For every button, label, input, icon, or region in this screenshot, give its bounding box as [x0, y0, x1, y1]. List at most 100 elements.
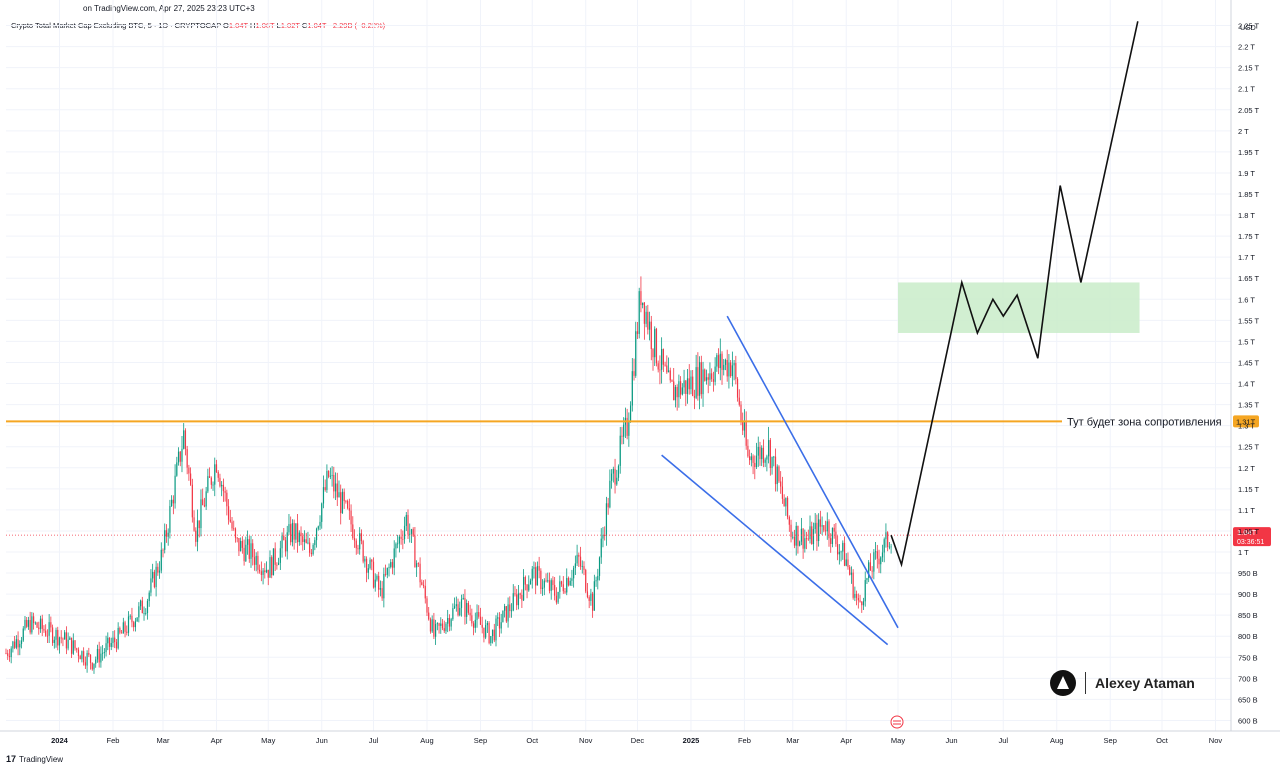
- candle-body: [62, 638, 64, 640]
- candle-body: [692, 376, 694, 397]
- candle-body: [540, 570, 542, 589]
- candle-body: [830, 538, 832, 544]
- candle-body: [374, 579, 376, 588]
- candle-body: [357, 548, 359, 550]
- candle-body: [773, 456, 775, 458]
- candle-body: [519, 593, 521, 595]
- candle-body: [840, 551, 842, 553]
- x-tick-label: Aug: [1050, 736, 1063, 745]
- candle-body: [447, 617, 449, 624]
- candle-body: [712, 379, 714, 382]
- candle-body: [157, 566, 159, 573]
- candle-body: [428, 612, 430, 620]
- candle-body: [152, 571, 154, 579]
- y-tick-label: 1.2 T: [1238, 464, 1255, 473]
- candle-body: [402, 538, 404, 540]
- candle-body: [567, 578, 570, 586]
- candle-body: [224, 491, 226, 493]
- candle-body: [60, 637, 62, 639]
- candle-body: [769, 440, 771, 469]
- last-price-value: 1.04T: [1237, 528, 1257, 537]
- candle-body: [621, 435, 623, 437]
- x-tick-label: 2024: [51, 736, 69, 745]
- candle-body: [88, 652, 90, 655]
- candle-body: [774, 456, 777, 485]
- candle-body: [536, 566, 539, 586]
- candle-body: [845, 559, 847, 566]
- candle-body: [819, 519, 821, 527]
- candle-body: [148, 592, 150, 601]
- candle-body: [291, 523, 294, 543]
- candle-body: [196, 520, 199, 542]
- candle-body: [284, 540, 287, 552]
- candle-body: [65, 632, 67, 649]
- candle-body: [126, 631, 128, 633]
- candle-body: [887, 532, 889, 547]
- candle-body: [19, 643, 21, 648]
- candle-body: [29, 620, 31, 633]
- candle-body: [547, 580, 549, 582]
- candle-body: [479, 616, 482, 625]
- candle-body: [505, 606, 507, 622]
- candle-body: [231, 521, 233, 529]
- y-tick-label: 750 B: [1238, 653, 1258, 662]
- x-tick-label: Jun: [945, 736, 957, 745]
- candle-body: [740, 404, 742, 421]
- candle-body: [643, 302, 645, 324]
- candle-body: [607, 503, 609, 508]
- x-tick-label: May: [891, 736, 905, 745]
- candle-body: [36, 622, 38, 628]
- candle-body: [324, 487, 326, 490]
- candle-body: [195, 530, 197, 542]
- candle-body: [443, 628, 445, 632]
- candle-body: [528, 584, 530, 591]
- candle-body: [502, 610, 504, 623]
- candle-body: [550, 580, 552, 591]
- candle-body: [762, 447, 765, 463]
- candle-body: [305, 539, 307, 544]
- candle-body: [372, 561, 375, 588]
- candle-body: [498, 617, 501, 629]
- candle-body: [252, 543, 254, 558]
- candle-body: [866, 578, 868, 581]
- candle-body: [134, 621, 137, 628]
- candle-body: [433, 619, 435, 637]
- candle-body: [702, 369, 704, 395]
- candle-body: [726, 359, 728, 377]
- candle-body: [545, 580, 547, 582]
- candle-body: [138, 606, 140, 618]
- candle-body: [854, 593, 856, 598]
- candle-body: [871, 570, 873, 572]
- candle-body: [602, 534, 604, 539]
- candle-body: [405, 514, 407, 526]
- candle-body: [124, 622, 126, 632]
- candle-body: [764, 459, 766, 463]
- candle-body: [343, 491, 345, 502]
- candle-body: [847, 559, 849, 568]
- candle-body: [661, 348, 663, 370]
- candle-body: [58, 637, 61, 646]
- tradingview-footer[interactable]: 17 TradingView: [6, 754, 63, 764]
- candle-body: [733, 363, 735, 366]
- candle-body: [743, 422, 746, 431]
- x-tick-label: Apr: [840, 736, 852, 745]
- candle-body: [102, 652, 104, 654]
- candle-body: [86, 652, 88, 666]
- candle-body: [598, 557, 601, 576]
- candle-body: [826, 521, 828, 532]
- candle-body: [742, 420, 744, 431]
- candle-body: [322, 487, 325, 504]
- candle-body: [281, 535, 283, 549]
- candle-body: [818, 519, 820, 542]
- candle-body: [888, 546, 890, 548]
- candle-body: [205, 491, 207, 507]
- candle-body: [286, 532, 288, 552]
- candle-body: [569, 580, 571, 586]
- candle-body: [321, 503, 323, 522]
- candle-body: [619, 435, 621, 466]
- candle-body: [476, 612, 478, 620]
- candle-body: [793, 536, 796, 546]
- candle-body: [585, 569, 587, 592]
- y-tick-label: 1.6 T: [1238, 295, 1255, 304]
